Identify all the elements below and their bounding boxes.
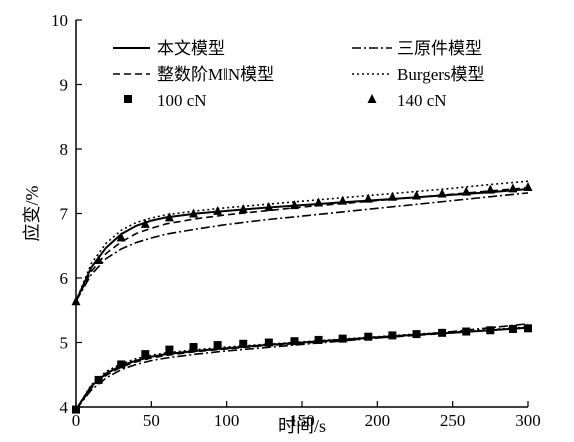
data-point-100cn [213,341,222,350]
data-point-100cn [338,334,347,343]
y-tick-label: 10 [51,11,68,30]
data-point-140cn [289,200,299,210]
data-point-100cn [141,350,150,359]
x-axis-title: 时间/s [278,416,326,436]
data-point-140cn [116,232,126,242]
x-tick-label: 100 [214,411,240,430]
x-tick-label: 250 [440,411,466,430]
model-curve-dashed-140cn [75,186,529,302]
model-curve-dotted-140cn [75,180,529,302]
legend-label-100cn: 100 cN [157,91,207,110]
data-point-140cn [508,183,518,193]
data-point-140cn [437,188,447,198]
model-curve-dashdot-140cn [75,192,529,302]
data-point-140cn [412,190,422,200]
model-curve-solid-140cn [75,188,529,302]
model-curve-solid-100cn [75,326,529,411]
data-point-140cn [71,296,81,306]
data-point-140cn [213,205,223,215]
y-tick-label: 8 [60,140,69,159]
data-point-140cn [363,193,373,203]
data-point-140cn [164,212,174,222]
data-point-140cn [523,182,533,192]
x-tick-label: 200 [365,411,391,430]
model-curve-dashed-100cn [75,326,529,411]
legend: 本文模型 三原件模型 整数阶M‖N模型 Burgers模型 100 cN 140… [113,39,485,110]
x-tick-label: 300 [515,411,541,430]
legend-marker-140cn [367,94,377,103]
data-point-100cn [508,324,517,333]
data-point-100cn [524,324,532,333]
y-tick-label: 7 [60,205,69,224]
data-point-100cn [314,335,323,344]
data-point-100cn [462,327,471,336]
model-curve-dotted-100cn [75,326,529,411]
data-point-140cn [140,218,150,228]
data-point-100cn [94,375,103,384]
y-tick-label: 5 [60,334,69,353]
data-point-140cn [387,191,397,201]
data-point-100cn [364,332,373,341]
data-point-100cn [438,328,447,337]
y-tick-label: 6 [60,269,69,288]
data-point-100cn [388,331,397,340]
data-point-140cn [314,197,324,207]
data-point-140cn [338,195,348,205]
data-point-100cn [264,338,273,347]
y-axis-title: 应变/% [22,185,42,241]
legend-marker-100cn [124,95,132,103]
x-tick-label: 150 [289,411,315,430]
data-point-140cn [94,254,104,264]
data-point-140cn [189,208,199,218]
legend-label-three-element-model: 三原件模型 [397,39,482,58]
data-point-100cn [117,360,126,369]
x-tick-label: 50 [143,411,160,430]
model-curve-dashdot-100cn [75,323,529,411]
data-point-100cn [72,405,80,414]
data-point-140cn [264,202,274,212]
data-point-100cn [239,339,248,348]
legend-label-fractional-model: 整数阶M‖N模型 [157,65,274,84]
data-point-100cn [290,337,299,346]
data-point-100cn [165,345,174,354]
legend-label-140cn: 140 cN [397,91,447,110]
data-point-100cn [486,326,495,335]
data-point-140cn [238,203,248,213]
y-tick-label: 4 [60,398,69,417]
y-tick-label: 9 [60,76,69,95]
x-tick-label: 0 [72,411,81,430]
legend-label-this-model: 本文模型 [157,39,225,58]
data-point-140cn [485,184,495,194]
data-point-100cn [189,343,198,352]
data-point-100cn [412,330,421,339]
legend-label-burgers-model: Burgers模型 [397,65,485,84]
data-point-140cn [461,186,471,196]
